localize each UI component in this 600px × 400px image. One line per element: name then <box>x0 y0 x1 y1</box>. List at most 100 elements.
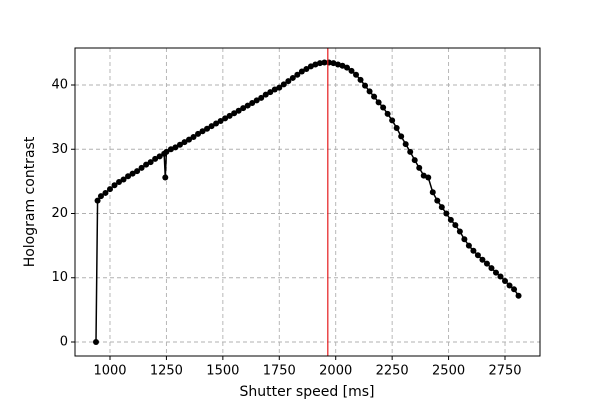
data-point <box>244 102 251 109</box>
data-point <box>199 128 206 135</box>
data-point <box>294 71 301 78</box>
data-point <box>152 155 159 162</box>
data-point <box>479 256 486 263</box>
data-point <box>321 59 328 66</box>
data-point <box>344 64 351 71</box>
y-axis-label: Hologram contrast <box>22 136 38 267</box>
data-point <box>222 115 229 122</box>
data-point <box>330 60 337 67</box>
data-point <box>375 99 382 106</box>
data-point <box>348 67 355 74</box>
data-point <box>172 144 179 151</box>
data-point <box>116 179 123 186</box>
data-point <box>226 112 233 119</box>
data-point <box>258 94 265 101</box>
data-point <box>384 110 391 117</box>
data-point <box>138 164 145 171</box>
x-tick-label: 2750 <box>488 364 521 379</box>
data-point <box>195 130 202 137</box>
data-point <box>204 125 211 132</box>
data-point <box>353 71 360 78</box>
data-point <box>339 62 346 69</box>
x-axis-label: Shutter speed [ms] <box>239 384 374 400</box>
data-point <box>102 189 109 196</box>
x-tick-label: 1250 <box>150 364 183 379</box>
data-point <box>515 292 522 299</box>
data-point <box>316 60 323 67</box>
plot-frame <box>74 47 541 357</box>
data-point <box>289 74 296 81</box>
data-point <box>271 86 278 93</box>
data-point <box>120 176 127 183</box>
data-point <box>143 161 150 168</box>
x-tick-label: 1750 <box>263 364 296 379</box>
data-point <box>420 172 427 179</box>
data-point <box>285 78 292 85</box>
data-point <box>92 338 99 345</box>
data-point <box>402 141 409 148</box>
x-tick-label: 1500 <box>206 364 239 379</box>
data-line <box>95 61 520 343</box>
data-point <box>483 260 490 267</box>
data-point <box>125 173 132 180</box>
data-point <box>231 110 238 117</box>
data-point <box>398 133 405 140</box>
data-point <box>253 97 260 104</box>
data-point <box>371 93 378 100</box>
data-point <box>303 65 310 72</box>
data-point <box>167 146 174 153</box>
data-point <box>429 189 436 196</box>
data-point <box>456 228 463 235</box>
data-point <box>443 210 450 217</box>
data-point <box>190 134 197 141</box>
data-point <box>362 82 369 89</box>
data-point <box>312 61 319 68</box>
data-point <box>461 236 468 243</box>
data-point <box>502 277 509 284</box>
data-point <box>94 197 101 204</box>
data-point <box>447 216 454 223</box>
data-point <box>162 174 169 181</box>
data-point <box>262 91 269 98</box>
y-tick-label: 30 <box>51 142 68 157</box>
data-point <box>163 148 170 155</box>
data-point <box>185 136 192 143</box>
data-point <box>389 117 396 124</box>
data-point <box>181 139 188 146</box>
data-point <box>134 168 141 175</box>
data-point <box>298 68 305 75</box>
data-point <box>334 61 341 68</box>
data-point <box>434 197 441 204</box>
data-point <box>276 84 283 91</box>
data-point <box>425 174 432 181</box>
data-point <box>366 88 373 95</box>
x-tick-label: 2000 <box>319 364 352 379</box>
data-point <box>411 157 418 164</box>
data-point <box>511 286 518 293</box>
x-tick-label: 2250 <box>376 364 409 379</box>
data-point <box>156 153 163 160</box>
data-point <box>474 252 481 259</box>
data-point <box>452 222 459 229</box>
data-point <box>208 123 215 130</box>
data-point <box>497 273 504 280</box>
data-point <box>506 282 513 289</box>
y-tick-label: 20 <box>51 206 68 221</box>
data-point <box>492 269 499 276</box>
y-tick-label: 0 <box>60 334 68 349</box>
data-point <box>488 265 495 272</box>
data-point <box>465 242 472 249</box>
data-point <box>235 107 242 114</box>
data-point <box>176 141 183 148</box>
data-point <box>416 164 423 171</box>
data-point <box>407 148 414 155</box>
data-point <box>106 186 113 193</box>
data-point <box>267 89 274 96</box>
data-point <box>307 63 314 70</box>
data-point <box>357 76 364 83</box>
data-point <box>213 120 220 127</box>
data-point <box>393 125 400 132</box>
data-point <box>380 104 387 111</box>
data-point <box>111 182 118 189</box>
